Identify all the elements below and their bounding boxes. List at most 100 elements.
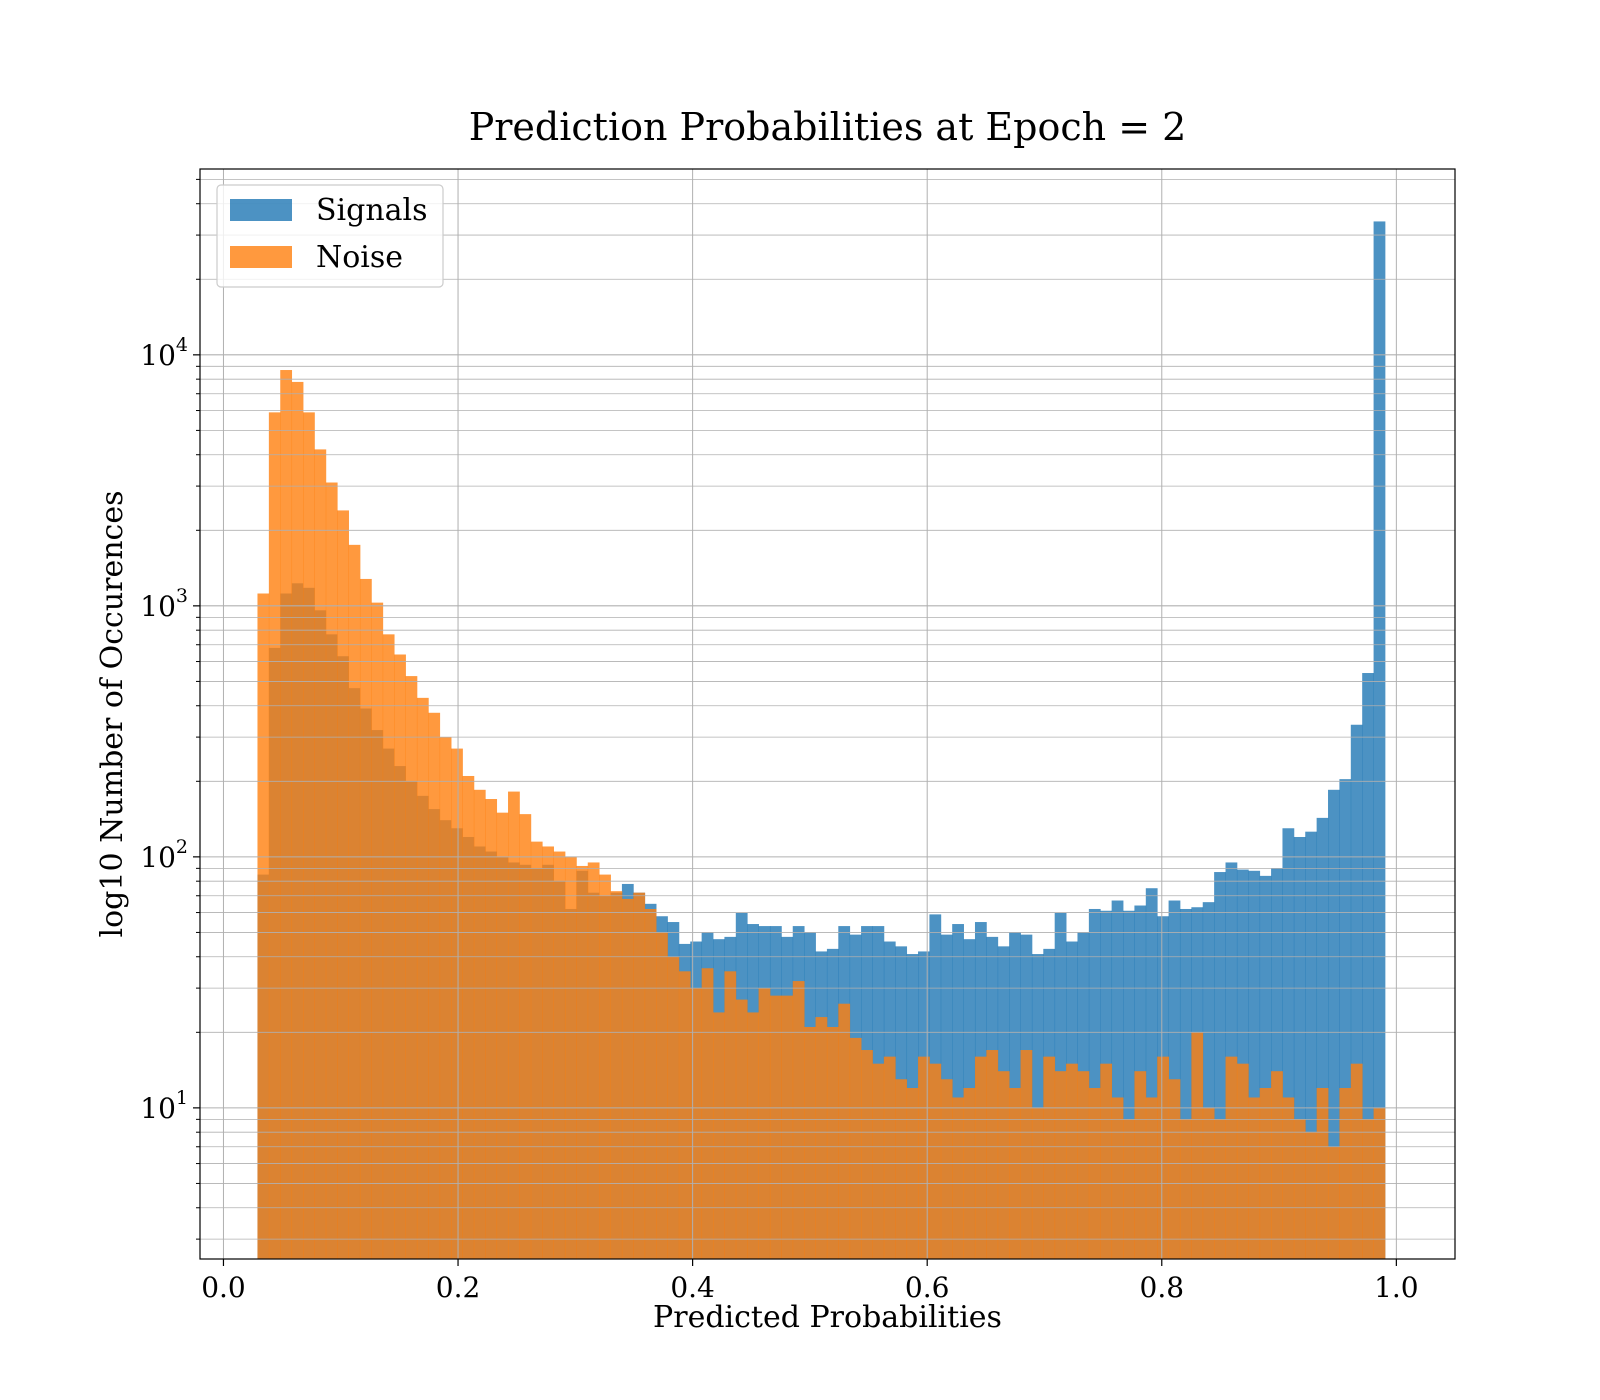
- bar-noise: [542, 846, 554, 1259]
- bar-noise: [1054, 1071, 1067, 1259]
- bar-noise: [747, 1012, 759, 1259]
- bar-noise: [439, 737, 452, 1259]
- bar-noise: [1123, 1119, 1135, 1259]
- bar-noise: [1111, 1097, 1124, 1259]
- bar-noise: [599, 874, 611, 1259]
- y-tick-label: 101: [140, 1087, 188, 1125]
- bar-noise: [496, 812, 509, 1259]
- bar-noise: [564, 856, 577, 1259]
- bar-noise: [1293, 1119, 1306, 1259]
- bar-signals: [1350, 724, 1363, 1259]
- bar-noise: [1191, 1032, 1204, 1259]
- bar-noise: [678, 971, 691, 1259]
- bar-signals: [1179, 908, 1192, 1259]
- bar-noise: [303, 412, 315, 1259]
- bar-noise: [416, 697, 429, 1259]
- bar-noise: [1225, 1056, 1238, 1259]
- bar-noise: [883, 1056, 896, 1259]
- bar-signals: [1123, 910, 1135, 1259]
- bar-noise: [1066, 1063, 1078, 1259]
- bar-noise: [405, 676, 418, 1259]
- bar-noise: [940, 1079, 953, 1259]
- bar-noise: [895, 1079, 908, 1259]
- series-noise: [257, 370, 1386, 1260]
- bar-noise: [473, 789, 486, 1259]
- bar-signals: [1248, 870, 1261, 1259]
- x-tick-label: 0.8: [1140, 1271, 1185, 1304]
- legend-label-noise: Noise: [316, 240, 403, 275]
- ticks-layer: 0.0 0.2 0.4 0.6 0.8 1.0 101 102 103 104: [140, 178, 1419, 1304]
- bar-noise: [690, 988, 703, 1259]
- bar-noise: [997, 1071, 1010, 1259]
- bar-noise: [792, 981, 805, 1259]
- x-tick-label: 0.4: [670, 1271, 715, 1304]
- bar-noise: [758, 988, 771, 1259]
- bar-signals: [1088, 908, 1101, 1259]
- bar-noise: [861, 1050, 873, 1259]
- bar-noise: [963, 1088, 976, 1259]
- bar-noise: [1020, 1050, 1033, 1259]
- y-tick-label: 104: [140, 334, 188, 372]
- bar-noise: [1009, 1088, 1021, 1259]
- y-tick-label: 103: [140, 585, 188, 623]
- bar-noise: [485, 799, 498, 1259]
- bar-signals: [1031, 954, 1044, 1259]
- bar-noise: [1350, 1063, 1363, 1259]
- bar-noise: [656, 932, 668, 1259]
- bar-noise: [325, 482, 338, 1260]
- bar-signals: [1316, 817, 1329, 1259]
- bar-noise: [291, 381, 304, 1259]
- bar-noise: [359, 578, 372, 1259]
- bar-noise: [1077, 1071, 1090, 1259]
- bar-signals: [1339, 779, 1352, 1259]
- bar-noise: [1043, 1056, 1056, 1259]
- bar-noise: [1134, 1071, 1147, 1259]
- chart-title: Prediction Probabilities at Epoch = 2: [469, 105, 1187, 149]
- x-tick-label: 1.0: [1374, 1271, 1419, 1304]
- bar-noise: [1316, 1088, 1329, 1259]
- bar-signals: [1145, 888, 1158, 1259]
- bar-signals: [1111, 900, 1124, 1259]
- legend-swatch-noise: [230, 246, 292, 268]
- bar-signals: [952, 924, 964, 1259]
- bar-noise: [337, 510, 349, 1259]
- bar-noise: [257, 593, 270, 1259]
- bar-noise: [769, 995, 782, 1259]
- bar-signals: [1362, 673, 1374, 1259]
- bar-noise: [1259, 1088, 1272, 1259]
- bar-noise: [268, 412, 281, 1259]
- y-tick-label: 102: [140, 836, 188, 874]
- bar-noise: [1157, 1056, 1169, 1259]
- legend-swatch-signals: [230, 199, 292, 221]
- bar-noise: [872, 1063, 885, 1259]
- bar-noise: [804, 1026, 816, 1259]
- bar-noise: [621, 898, 634, 1259]
- bar-noise: [826, 1026, 839, 1259]
- bar-noise: [1328, 1146, 1340, 1259]
- bar-signals: [1282, 828, 1295, 1259]
- bar-noise: [1088, 1088, 1101, 1259]
- legend-label-signals: Signals: [316, 193, 428, 228]
- bar-noise: [1271, 1071, 1283, 1259]
- bars-layer: [257, 221, 1386, 1260]
- bar-noise: [849, 1037, 862, 1259]
- bar-noise: [371, 602, 384, 1259]
- bar-noise: [1168, 1079, 1181, 1259]
- bar-noise: [906, 1088, 919, 1259]
- bar-noise: [451, 748, 463, 1259]
- bar-noise: [633, 892, 646, 1259]
- bar-noise: [280, 370, 293, 1260]
- bar-signals: [1202, 902, 1215, 1259]
- bar-signals: [1271, 868, 1283, 1259]
- bar-noise: [644, 908, 657, 1259]
- x-tick-label: 0.0: [201, 1271, 246, 1304]
- bar-noise: [701, 968, 714, 1259]
- bar-noise: [348, 544, 361, 1259]
- bar-noise: [974, 1056, 987, 1259]
- bar-noise: [735, 999, 748, 1259]
- bar-noise: [1339, 1088, 1352, 1259]
- bar-noise: [838, 1003, 851, 1259]
- bar-noise: [724, 971, 737, 1259]
- x-tick-label: 0.6: [905, 1271, 950, 1304]
